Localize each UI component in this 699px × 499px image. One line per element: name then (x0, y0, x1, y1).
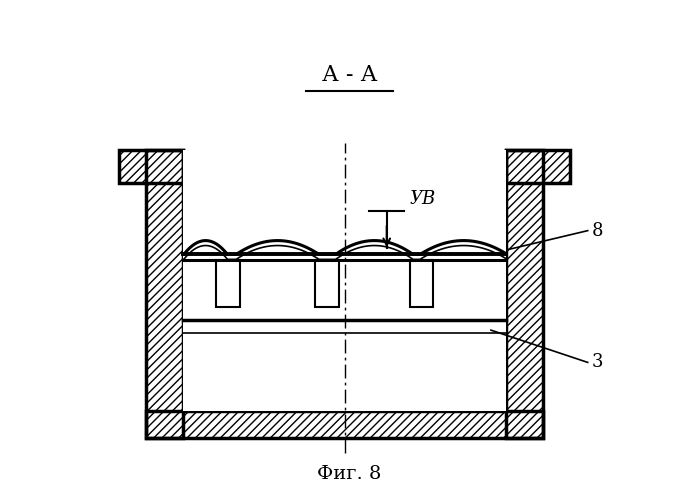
Bar (119, 150, 183, 183)
Bar (119, 150, 183, 183)
Text: А - А: А - А (322, 64, 377, 86)
Bar (506, 150, 543, 438)
Bar (506, 150, 543, 438)
Text: Фиг. 8: Фиг. 8 (317, 466, 382, 484)
Text: УВ: УВ (409, 190, 435, 208)
Text: 3: 3 (591, 353, 603, 371)
Bar (506, 150, 570, 183)
Bar (216, 260, 240, 307)
Bar (506, 150, 570, 183)
Bar (146, 150, 183, 438)
Bar (146, 150, 183, 438)
Bar (315, 260, 339, 307)
Bar (410, 260, 433, 307)
Text: 8: 8 (591, 222, 603, 240)
Bar (146, 411, 543, 438)
Bar (146, 411, 543, 438)
Bar (183, 150, 506, 411)
